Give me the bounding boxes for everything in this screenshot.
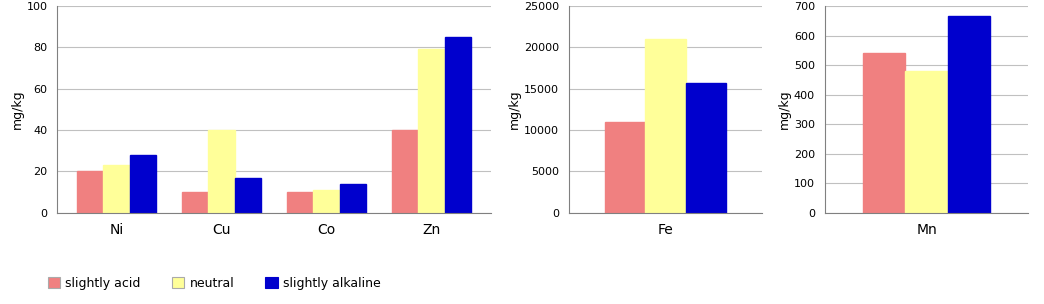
Bar	[235, 178, 261, 213]
Bar	[606, 122, 645, 213]
Bar	[129, 155, 156, 213]
Y-axis label: mg/kg: mg/kg	[778, 90, 791, 129]
Bar	[313, 190, 339, 213]
Bar	[948, 16, 990, 213]
Legend: slightly acid, neutral, slightly alkaline: slightly acid, neutral, slightly alkalin…	[43, 272, 385, 295]
Bar	[419, 50, 445, 213]
Bar	[686, 83, 726, 213]
Bar	[863, 53, 905, 213]
Bar	[182, 192, 209, 213]
Y-axis label: mg/kg: mg/kg	[10, 90, 24, 129]
Bar	[103, 165, 129, 213]
Bar	[209, 130, 235, 213]
Bar	[645, 39, 686, 213]
Bar	[77, 171, 103, 213]
Bar	[287, 192, 313, 213]
Bar	[445, 37, 471, 213]
Bar	[905, 71, 948, 213]
Y-axis label: mg/kg: mg/kg	[508, 90, 521, 129]
Bar	[339, 184, 366, 213]
Bar	[393, 130, 419, 213]
